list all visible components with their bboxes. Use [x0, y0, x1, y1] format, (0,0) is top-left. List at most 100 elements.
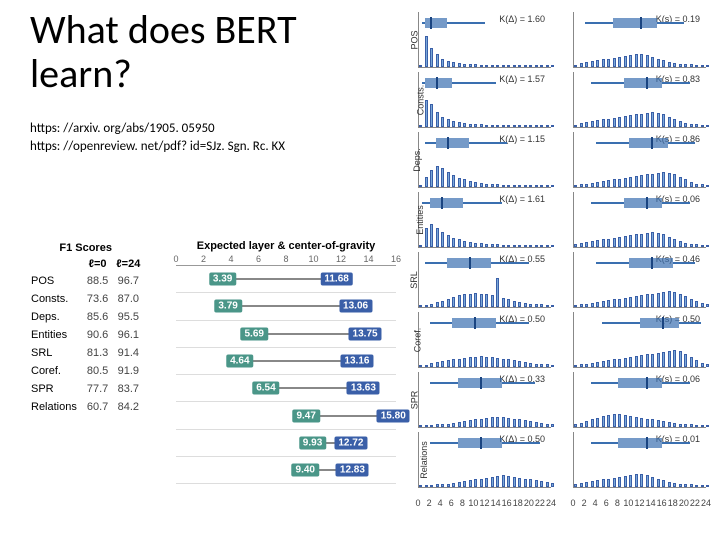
dist-bar — [629, 235, 632, 247]
dist-bar — [551, 483, 554, 487]
f1-header: F1 Scores — [27, 240, 144, 256]
dist-bar — [684, 424, 687, 427]
dist-bar — [596, 120, 599, 127]
cog-header: Expected layer & center-of-gravity — [176, 240, 396, 252]
dist-bar — [695, 485, 698, 487]
cog-left-value: 3.79 — [214, 300, 241, 313]
dist-bar — [535, 304, 538, 307]
dist-bar — [624, 298, 627, 307]
f1-col-header: ℓ=0 — [83, 256, 112, 272]
dist-bar — [635, 356, 638, 367]
dist-bar — [452, 62, 455, 67]
dist-bar — [540, 65, 543, 67]
dist-bar — [452, 423, 455, 427]
mini-xtick: 18 — [513, 498, 523, 508]
dist-bar — [436, 302, 439, 307]
dist-bar — [618, 414, 621, 427]
dist-bar — [706, 425, 709, 427]
boxplot — [419, 80, 551, 86]
cog-right-value: 13.75 — [349, 327, 382, 340]
dist-bar — [585, 364, 588, 367]
dist-bar — [546, 245, 549, 247]
dist-bar — [524, 420, 527, 427]
dist-bar — [425, 365, 428, 367]
dist-bar — [695, 184, 698, 187]
dist-bar — [535, 125, 538, 127]
dist-bar — [662, 60, 665, 67]
dist-bar — [646, 475, 649, 487]
dist-bar — [507, 418, 510, 427]
dist-bar — [513, 419, 516, 427]
dist-bar — [507, 245, 510, 247]
dist-bar — [690, 124, 693, 127]
dist-bar — [419, 245, 422, 247]
link-openreview: https: //openreview. net/pdf? id=SJz. Sg… — [30, 138, 285, 156]
dist-bar — [496, 476, 499, 487]
dist-bar — [629, 475, 632, 487]
dist-bar — [646, 233, 649, 247]
f1-scores-table: F1 Scoresℓ=0ℓ=24POS88.596.7Consts.73.687… — [27, 240, 144, 416]
dist-bar — [668, 351, 671, 367]
dist-bar — [646, 419, 649, 427]
center-of-gravity-chart: Expected layer & center-of-gravity 02468… — [176, 240, 396, 484]
dist-bar — [430, 485, 433, 487]
row-label: SRL — [27, 344, 83, 362]
dist-bar — [507, 185, 510, 187]
dist-bar — [640, 234, 643, 247]
boxplot — [419, 260, 551, 266]
dist-bar — [529, 304, 532, 307]
dist-bar — [436, 228, 439, 247]
dist-bar — [591, 419, 594, 427]
row-label: Relations — [27, 398, 83, 416]
dist-bar — [546, 305, 549, 307]
dist-bar — [613, 414, 616, 427]
dist-bar — [635, 474, 638, 487]
dist-bar — [679, 484, 682, 487]
dist-bar — [430, 104, 433, 127]
dist-bar — [580, 123, 583, 127]
dist-bar — [596, 302, 599, 307]
boxplot — [574, 20, 706, 26]
dist-bar — [607, 239, 610, 247]
cog-left-value: 9.40 — [292, 464, 319, 477]
dist-bar — [518, 419, 521, 427]
dist-bar — [602, 59, 605, 67]
dist-bar — [574, 185, 577, 187]
dist-bar — [607, 180, 610, 187]
cog-left-value: 6.54 — [252, 382, 279, 395]
mini-xtick: 12 — [479, 498, 489, 508]
x-axis-right: 024681012141618202224 — [573, 498, 706, 512]
cog-left-value: 4.64 — [226, 355, 253, 368]
dist-bar — [529, 479, 532, 487]
cog-row: 9.9312.72 — [176, 430, 396, 457]
k-delta-column: POSK(Δ) = 1.60Consts.K(Δ) = 1.57Deps.K(Δ… — [400, 12, 555, 496]
dist-bar — [458, 178, 461, 187]
f1-l0: 77.7 — [83, 380, 112, 398]
dist-bar — [618, 179, 621, 187]
dist-bar — [513, 125, 516, 127]
dist-bar — [463, 241, 466, 247]
dist-bar — [635, 176, 638, 187]
dist-bar — [419, 305, 422, 307]
dist-bar — [496, 184, 499, 187]
mini-cell: RelationsK(Δ) = 0.50 — [418, 432, 551, 488]
dist-bar — [602, 479, 605, 487]
dist-bar — [551, 185, 554, 187]
dist-bar — [618, 57, 621, 67]
dist-bar — [474, 64, 477, 67]
dist-bar — [657, 420, 660, 427]
boxplot — [419, 320, 551, 326]
mini-row-label: Deps. — [412, 148, 422, 172]
dist-bar — [518, 125, 521, 127]
mini-row-label: Relations — [419, 441, 429, 479]
dist-bar — [684, 123, 687, 127]
mini-xtick: 8 — [460, 498, 465, 508]
dist-bar — [629, 115, 632, 127]
dist-bar — [551, 365, 554, 367]
dist-bar — [441, 361, 444, 367]
dist-bar — [690, 182, 693, 187]
cog-row: 3.3911.68 — [176, 266, 396, 293]
dist-bar — [507, 125, 510, 127]
dist-bar — [480, 65, 483, 67]
dist-bar — [613, 238, 616, 247]
